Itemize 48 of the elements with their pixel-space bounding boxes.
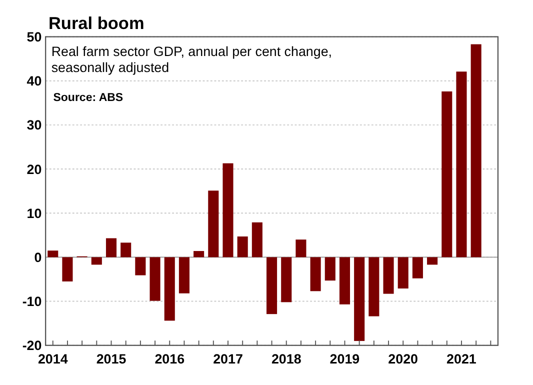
bar: [354, 257, 365, 341]
x-tick-label: 2018: [271, 352, 302, 367]
bar: [383, 257, 394, 294]
bar: [62, 257, 73, 282]
bar: [164, 257, 175, 321]
y-tick-label: 40: [26, 74, 42, 89]
bar: [252, 222, 262, 258]
bar: [178, 257, 190, 294]
y-tick-label: -10: [22, 294, 42, 310]
bar: [281, 257, 292, 302]
bar: [368, 257, 380, 316]
bar: [412, 257, 423, 278]
y-tick-label: 30: [26, 118, 42, 133]
annotation: Source: ABS: [53, 92, 124, 104]
x-tick-label: 2016: [154, 352, 185, 367]
x-tick-label: 2019: [330, 352, 360, 367]
y-tick-label: 20: [26, 162, 42, 177]
y-tick-label: -20: [22, 338, 42, 354]
bar: [339, 257, 350, 304]
y-tick-label: 0: [34, 250, 42, 265]
bar: [296, 240, 306, 258]
bar: [237, 236, 248, 258]
y-tick-label: 10: [26, 206, 42, 221]
y-tick-label: 50: [26, 30, 42, 45]
bar: [398, 257, 408, 288]
x-tick-label: 2020: [388, 352, 418, 367]
bar: [456, 72, 467, 258]
bar: [442, 91, 452, 258]
x-tick-label: 2015: [96, 352, 127, 367]
bar: [427, 257, 438, 265]
chart-title: Rural boom: [48, 13, 144, 34]
x-tick-label: 2017: [213, 352, 243, 367]
bar: [135, 257, 146, 276]
bar: [194, 251, 204, 258]
bar: [120, 242, 132, 258]
bar: [48, 250, 58, 258]
bar: [150, 257, 160, 301]
bar: [106, 238, 117, 258]
bar: [310, 257, 321, 292]
bar: [91, 257, 102, 265]
text: Real farm sector GDP, annual per cent change, seasonally adjusted: [51, 44, 332, 76]
bar: [222, 163, 234, 258]
bar: [324, 257, 336, 281]
x-tick-label: 2021: [446, 352, 477, 367]
bar: [208, 190, 219, 258]
bar: [266, 257, 278, 314]
bar: [470, 44, 482, 258]
x-tick-label: 2014: [38, 352, 68, 367]
